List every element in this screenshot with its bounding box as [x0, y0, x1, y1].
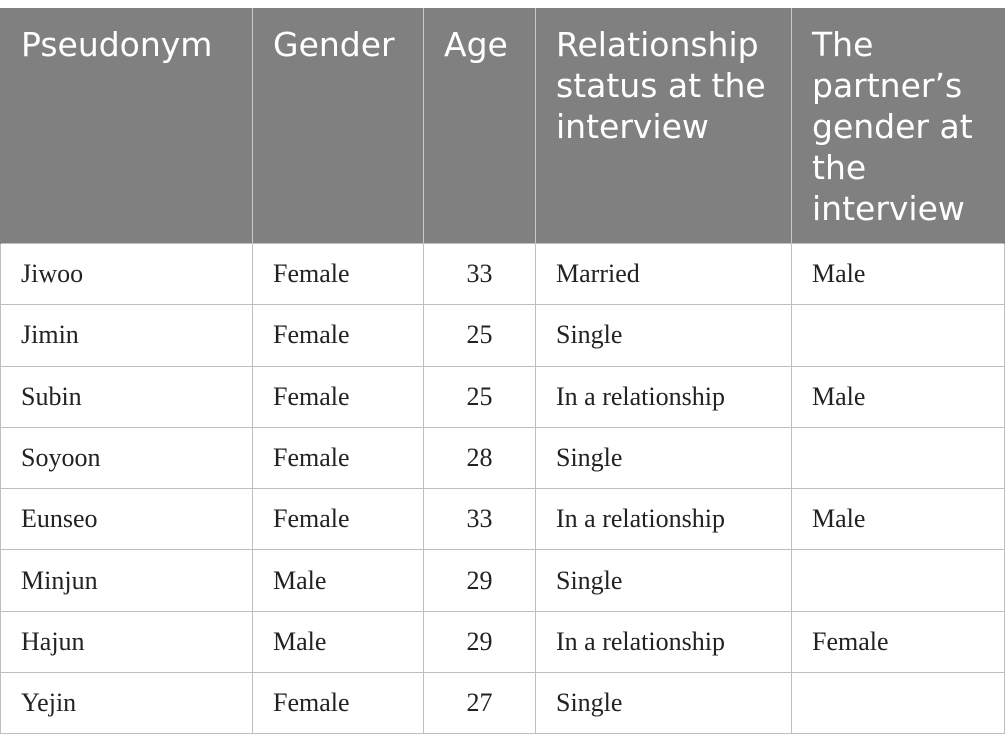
header-row: Pseudonym Gender Age Relationship status…: [0, 8, 1005, 244]
table-row: Subin Female 25 In a relationship Male: [0, 365, 1005, 428]
cell-relationship-status: In a relationship: [535, 488, 792, 551]
cell-partner-gender: [791, 549, 1005, 612]
table-body: Jiwoo Female 33 Married Male Jimin Femal…: [0, 242, 1005, 735]
table-row: Minjun Male 29 Single: [0, 549, 1005, 612]
header-relationship-status: Relationship status at the interview: [535, 8, 792, 244]
cell-gender: Male: [252, 610, 424, 674]
cell-age: 25: [423, 304, 536, 367]
cell-partner-gender: Female: [791, 610, 1005, 674]
cell-relationship-status: Married: [535, 242, 792, 306]
cell-partner-gender: [791, 672, 1005, 735]
cell-pseudonym: Jimin: [0, 304, 253, 367]
cell-partner-gender: Male: [791, 488, 1005, 551]
cell-age: 33: [423, 488, 536, 551]
table-row: Jimin Female 25 Single: [0, 304, 1005, 367]
cell-pseudonym: Soyoon: [0, 426, 253, 490]
participants-table-container: Pseudonym Gender Age Relationship status…: [0, 8, 1005, 735]
cell-relationship-status: Single: [535, 549, 792, 612]
cell-relationship-status: Single: [535, 304, 792, 367]
cell-age: 29: [423, 610, 536, 674]
table-row: Eunseo Female 33 In a relationship Male: [0, 488, 1005, 551]
table-row: Hajun Male 29 In a relationship Female: [0, 610, 1005, 674]
cell-partner-gender: [791, 426, 1005, 490]
table-row: Soyoon Female 28 Single: [0, 426, 1005, 490]
cell-relationship-status: Single: [535, 426, 792, 490]
cell-gender: Female: [252, 365, 424, 428]
cell-gender: Female: [252, 304, 424, 367]
cell-relationship-status: In a relationship: [535, 365, 792, 428]
cell-pseudonym: Eunseo: [0, 488, 253, 551]
cell-gender: Female: [252, 488, 424, 551]
cell-pseudonym: Subin: [0, 365, 253, 428]
cell-pseudonym: Jiwoo: [0, 242, 253, 306]
cell-age: 25: [423, 365, 536, 428]
cell-age: 28: [423, 426, 536, 490]
cell-pseudonym: Hajun: [0, 610, 253, 674]
cell-relationship-status: Single: [535, 672, 792, 735]
cell-age: 29: [423, 549, 536, 612]
cell-gender: Male: [252, 549, 424, 612]
header-gender: Gender: [252, 8, 424, 244]
cell-pseudonym: Minjun: [0, 549, 253, 612]
participants-table: Pseudonym Gender Age Relationship status…: [0, 8, 1005, 735]
cell-gender: Female: [252, 672, 424, 735]
cell-partner-gender: Male: [791, 365, 1005, 428]
cell-partner-gender: [791, 304, 1005, 367]
cell-gender: Female: [252, 426, 424, 490]
cell-age: 27: [423, 672, 536, 735]
cell-relationship-status: In a relationship: [535, 610, 792, 674]
header-age: Age: [423, 8, 536, 244]
table-row: Yejin Female 27 Single: [0, 672, 1005, 735]
cell-pseudonym: Yejin: [0, 672, 253, 735]
table-row: Jiwoo Female 33 Married Male: [0, 242, 1005, 306]
cell-gender: Female: [252, 242, 424, 306]
cell-partner-gender: Male: [791, 242, 1005, 306]
table-header: Pseudonym Gender Age Relationship status…: [0, 8, 1005, 244]
cell-age: 33: [423, 242, 536, 306]
header-partner-gender: The partner’s gender at the interview: [791, 8, 1005, 244]
header-pseudonym: Pseudonym: [0, 8, 253, 244]
